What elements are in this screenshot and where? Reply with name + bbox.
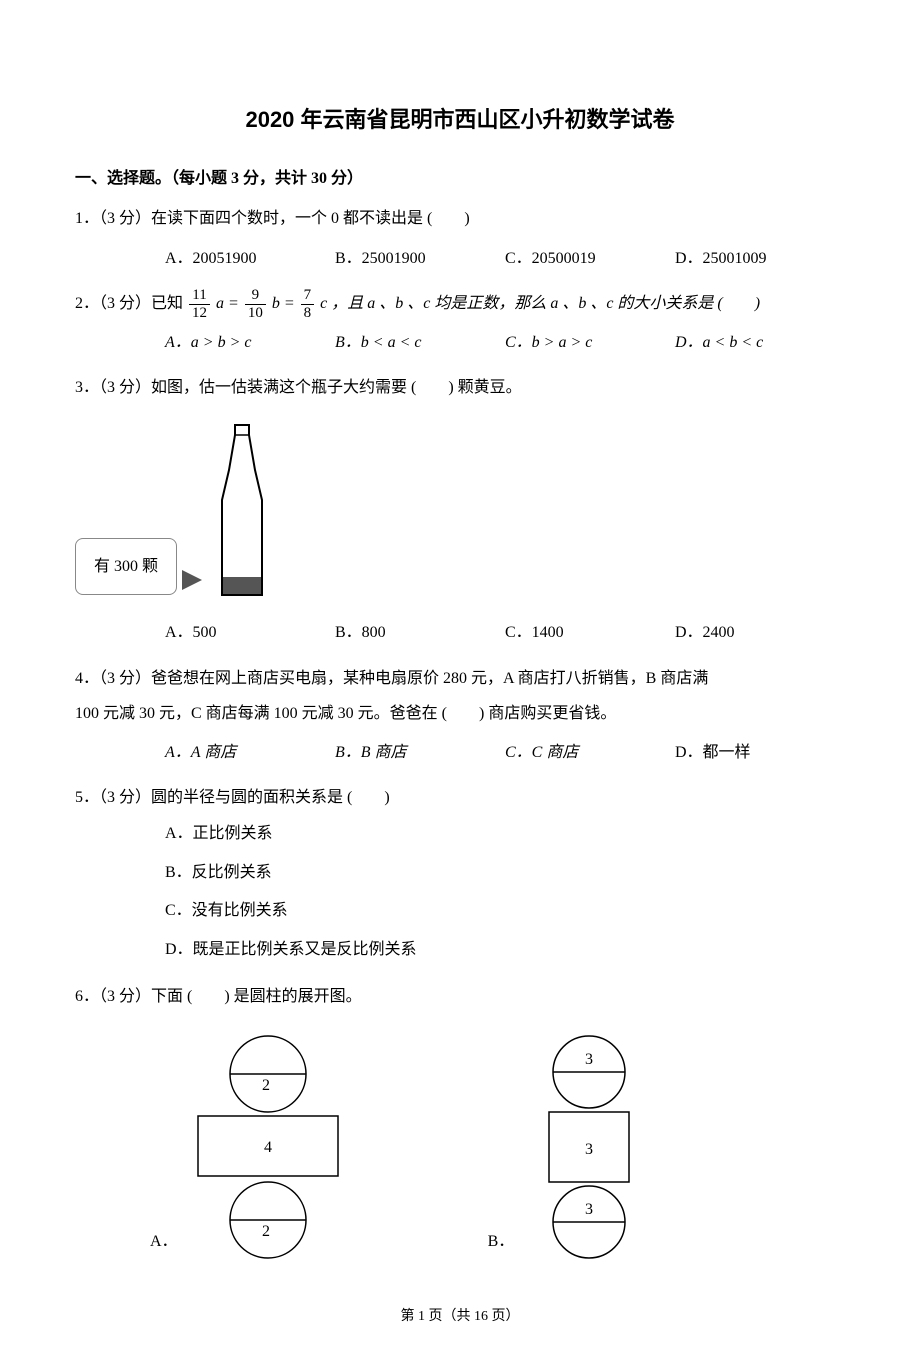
- q5-optC: C．没有比例关系: [75, 892, 845, 930]
- q6-diagrams: A． 2 4 2 B． 3 3 3: [75, 1034, 845, 1264]
- arrow-icon: [182, 570, 202, 590]
- q6-text: 6．（3 分）下面 ( ) 是圆柱的展开图。: [75, 979, 845, 1014]
- q4-optC: C．C 商店: [505, 735, 675, 770]
- q6-diagA: A． 2 4 2: [150, 1034, 348, 1264]
- page-footer: 第 1 页（共 16 页）: [75, 1304, 845, 1329]
- q2-frac2: 9 10: [245, 287, 266, 321]
- q2-frac1-num: 11: [189, 287, 210, 305]
- q2-mid2: b =: [272, 295, 295, 312]
- question-4: 4．（3 分）爸爸想在网上商店买电扇，某种电扇原价 280 元，A 商店打八折销…: [75, 661, 845, 771]
- svg-text:3: 3: [585, 1051, 593, 1068]
- q2-options: A．a > b > c B．b < a < c C．b > a > c D．a …: [75, 325, 845, 360]
- q3-optD: D．2400: [675, 615, 845, 650]
- q6-labelB: B．: [488, 1224, 515, 1264]
- section-header: 一、选择题。（每小题 3 分，共计 30 分）: [75, 165, 845, 194]
- svg-text:2: 2: [262, 1077, 270, 1094]
- q3-options: A．500 B．800 C．1400 D．2400: [75, 615, 845, 650]
- q4-text2: 100 元减 30 元，C 商店每满 100 元减 30 元。爸爸在 ( ) 商…: [75, 696, 845, 731]
- q4-optD: D．都一样: [675, 735, 845, 770]
- q5-text: 5．（3 分）圆的半径与圆的面积关系是 ( ): [75, 780, 845, 815]
- q2-suffix: c ，且 a 、b 、c 均是正数，那么 a 、b 、c 的大小关系是 ( ): [320, 295, 760, 312]
- q2-optB: B．b < a < c: [335, 325, 505, 360]
- q2-frac1: 11 12: [189, 287, 210, 321]
- q1-optB: B．25001900: [335, 241, 505, 276]
- question-6: 6．（3 分）下面 ( ) 是圆柱的展开图。 A． 2 4 2 B． 3: [75, 979, 845, 1264]
- svg-text:2: 2: [262, 1223, 270, 1240]
- q2-prefix: 2．（3 分）已知: [75, 295, 183, 312]
- question-1: 1．（3 分）在读下面四个数时，一个 0 都不读出是 ( ) A．2005190…: [75, 201, 845, 275]
- q6-diagB: B． 3 3 3: [488, 1034, 655, 1264]
- q2-frac2-num: 9: [245, 287, 266, 305]
- svg-text:3: 3: [585, 1141, 593, 1158]
- q4-optB: B．B 商店: [335, 735, 505, 770]
- bottle-icon: [207, 420, 277, 600]
- bottle-diagram: 有 300 颗: [75, 420, 845, 600]
- q2-frac1-den: 12: [189, 305, 210, 322]
- q5-optD: D．既是正比例关系又是反比例关系: [75, 931, 845, 969]
- q6-labelA: A．: [150, 1224, 178, 1264]
- q4-optA: A．A 商店: [165, 735, 335, 770]
- question-3: 3．（3 分）如图，估一估装满这个瓶子大约需要 ( ) 颗黄豆。 有 300 颗…: [75, 370, 845, 650]
- q1-options: A．20051900 B．25001900 C．20500019 D．25001…: [75, 241, 845, 276]
- q5-optA: A．正比例关系: [75, 815, 845, 853]
- q1-optC: C．20500019: [505, 241, 675, 276]
- question-5: 5．（3 分）圆的半径与圆的面积关系是 ( ) A．正比例关系 B．反比例关系 …: [75, 780, 845, 969]
- q2-optC: C．b > a > c: [505, 325, 675, 360]
- svg-text:4: 4: [264, 1139, 272, 1156]
- q2-frac2-den: 10: [245, 305, 266, 322]
- q1-optD: D．25001009: [675, 241, 845, 276]
- q3-optB: B．800: [335, 615, 505, 650]
- q4-options: A．A 商店 B．B 商店 C．C 商店 D．都一样: [75, 735, 845, 770]
- q2-mid1: a =: [216, 295, 239, 312]
- bottle-label: 有 300 颗: [75, 538, 177, 595]
- q2-frac3: 7 8: [301, 287, 315, 321]
- q2-optD: D．a < b < c: [675, 325, 845, 360]
- q3-text: 3．（3 分）如图，估一估装满这个瓶子大约需要 ( ) 颗黄豆。: [75, 370, 845, 405]
- q4-text: 4．（3 分）爸爸想在网上商店买电扇，某种电扇原价 280 元，A 商店打八折销…: [75, 661, 845, 696]
- exam-title: 2020 年云南省昆明市西山区小升初数学试卷: [75, 100, 845, 140]
- q5-optB: B．反比例关系: [75, 854, 845, 892]
- q2-frac3-num: 7: [301, 287, 315, 305]
- q1-optA: A．20051900: [165, 241, 335, 276]
- question-2: 2．（3 分）已知 11 12 a = 9 10 b = 7 8 c ，且 a …: [75, 286, 845, 361]
- q2-frac3-den: 8: [301, 305, 315, 322]
- cylinder-unfold-a-icon: 2 4 2: [188, 1034, 348, 1264]
- q2-optA: A．a > b > c: [165, 325, 335, 360]
- q3-optA: A．500: [165, 615, 335, 650]
- svg-text:3: 3: [585, 1201, 593, 1218]
- q3-optC: C．1400: [505, 615, 675, 650]
- cylinder-unfold-b-icon: 3 3 3: [524, 1034, 654, 1264]
- q1-text: 1．（3 分）在读下面四个数时，一个 0 都不读出是 ( ): [75, 201, 845, 236]
